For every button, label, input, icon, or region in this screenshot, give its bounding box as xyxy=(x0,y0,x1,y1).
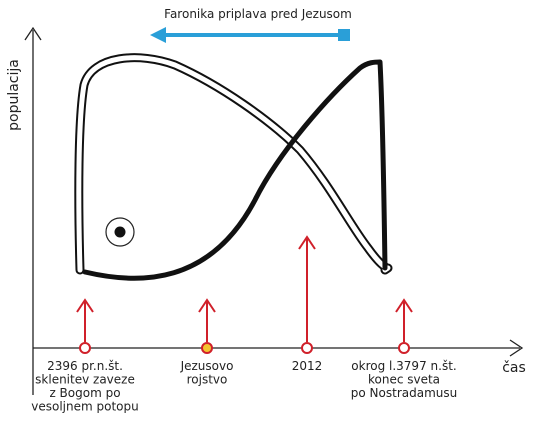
y-axis-label: populacija xyxy=(6,59,22,131)
white-curve xyxy=(79,58,388,270)
pupil xyxy=(115,227,126,238)
marker-dot xyxy=(399,343,409,353)
title: Faronika priplava pred Jezusom xyxy=(164,7,352,21)
marker-dot xyxy=(202,343,212,353)
marker-label: 2396 pr.n.št. xyxy=(47,359,123,373)
marker-label: vesoljnem potopu xyxy=(31,400,138,414)
marker-dot xyxy=(80,343,90,353)
marker-label: z Bogom po xyxy=(49,386,120,400)
diagram: populacija čas Faronika priplava pred Je… xyxy=(0,0,533,423)
marker-dot xyxy=(302,343,312,353)
blue-arrow xyxy=(150,27,350,43)
white-curve-outline xyxy=(79,58,388,270)
marker-label: konec sveta xyxy=(368,373,440,387)
axes xyxy=(25,28,522,395)
marker-label: 2012 xyxy=(292,359,323,373)
fish xyxy=(79,58,388,279)
marker-label: po Nostradamusu xyxy=(351,386,457,400)
marker-label: rojstvo xyxy=(187,373,228,387)
marker-label: okrog l.3797 n.št. xyxy=(351,359,456,373)
marker-label: sklenitev zaveze xyxy=(35,373,135,387)
marker-label: Jezusovo xyxy=(180,359,234,373)
x-axis-label: čas xyxy=(502,360,526,376)
